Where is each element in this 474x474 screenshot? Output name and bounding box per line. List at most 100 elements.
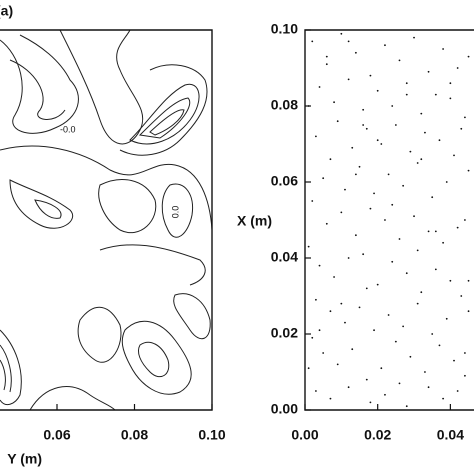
scatter-point [347,40,350,43]
scatter-point [413,36,415,39]
contour-line [0,34,79,134]
contour-line [34,199,62,219]
scatter-point [351,146,354,149]
scatter-point [387,173,390,176]
scatter-point [362,108,365,111]
scatter-point [438,139,441,142]
scatter-point [376,283,379,286]
contour-line [77,307,122,363]
contour-line [149,109,185,136]
scatter-point [431,333,434,335]
scatter-point [315,298,317,301]
scatter-point [373,192,375,195]
x-axis-label: Y (m) [7,451,42,467]
scatter-point [467,55,470,58]
contour-line [0,329,22,406]
contour-line [9,59,66,120]
scatter-point [391,203,394,206]
scatter-point [453,154,455,157]
x-tick-label: 0.08 [121,427,148,443]
scatter-point [340,302,343,305]
scatter-point [336,120,339,123]
scatter-point [391,105,394,107]
scatter-point [376,89,379,92]
scatter-point [329,397,332,400]
scatter-point [333,101,335,104]
contour-line [98,179,157,234]
scatter-point [315,135,317,138]
scatter-point [344,188,346,191]
scatter-point [467,169,470,172]
scatter-point [340,211,343,214]
scatter-point [467,279,470,282]
scatter-point [333,276,335,278]
scatter-point [442,241,445,244]
y-tick-label: 0.10 [271,21,298,37]
axes-frame [304,29,474,411]
scatter-point [394,124,397,126]
scatter-point [420,291,423,294]
scatter-point [373,329,375,332]
scatter-point [467,310,470,313]
x-tick-label: 0.04 [437,427,464,443]
scatter-point [365,287,368,290]
scatter-point [322,177,325,180]
scatter-point [424,131,426,134]
scatter-point [354,234,357,237]
contour-line [121,320,192,395]
scatter-point [365,127,368,130]
contour-line [119,64,208,156]
scatter-point [409,150,412,153]
contour-line [0,145,213,231]
contour-line [0,359,6,391]
x-tick-label: 0.00 [291,427,318,443]
scatter-point [311,200,314,202]
scatter-point [434,268,437,271]
scatter-point [325,55,328,58]
scatter-point [445,181,448,183]
x-tick-label: 0.02 [364,427,391,443]
scatter-point [307,367,310,370]
scatter-point [351,348,354,351]
scatter-point [347,386,350,389]
scatter-point [398,59,401,62]
scatter-point [456,226,459,229]
scatter-point [318,86,321,88]
y-tick-label: 0.06 [271,173,298,189]
contour-line [173,293,211,340]
scatter-point [464,374,466,377]
scatter-point [460,295,463,297]
contour-line [138,97,191,139]
contour-line [9,179,73,229]
scatter-point [431,196,434,199]
scatter-point [405,82,408,85]
scatter-point [464,352,466,354]
scatter-point [464,219,466,221]
scatter-point [322,352,325,354]
scatter-point [445,317,448,320]
contour-line [99,244,206,286]
scatter-point [347,257,350,259]
scatter-point [344,321,346,324]
scatter-point [369,74,372,77]
scatter-point [402,184,405,187]
scatter-point [307,105,310,107]
scatter-point [416,162,419,164]
scatter-point [460,127,463,130]
scatter-point [318,264,321,267]
x-tick-label: 0.06 [43,427,70,443]
scatter-point [315,390,317,392]
scatter-point [398,382,401,385]
scatter-point [416,302,419,305]
scatter-point [442,48,445,50]
scatter-point [380,367,383,370]
scatter-point [464,116,466,119]
scatter-point [449,97,452,100]
scatter-point [376,139,379,142]
scatter-point [380,143,383,145]
scatter-point [449,279,452,282]
scatter-point [354,51,357,54]
scatter-point [318,329,321,332]
scatter-point [449,82,452,85]
scatter-point [365,378,368,381]
